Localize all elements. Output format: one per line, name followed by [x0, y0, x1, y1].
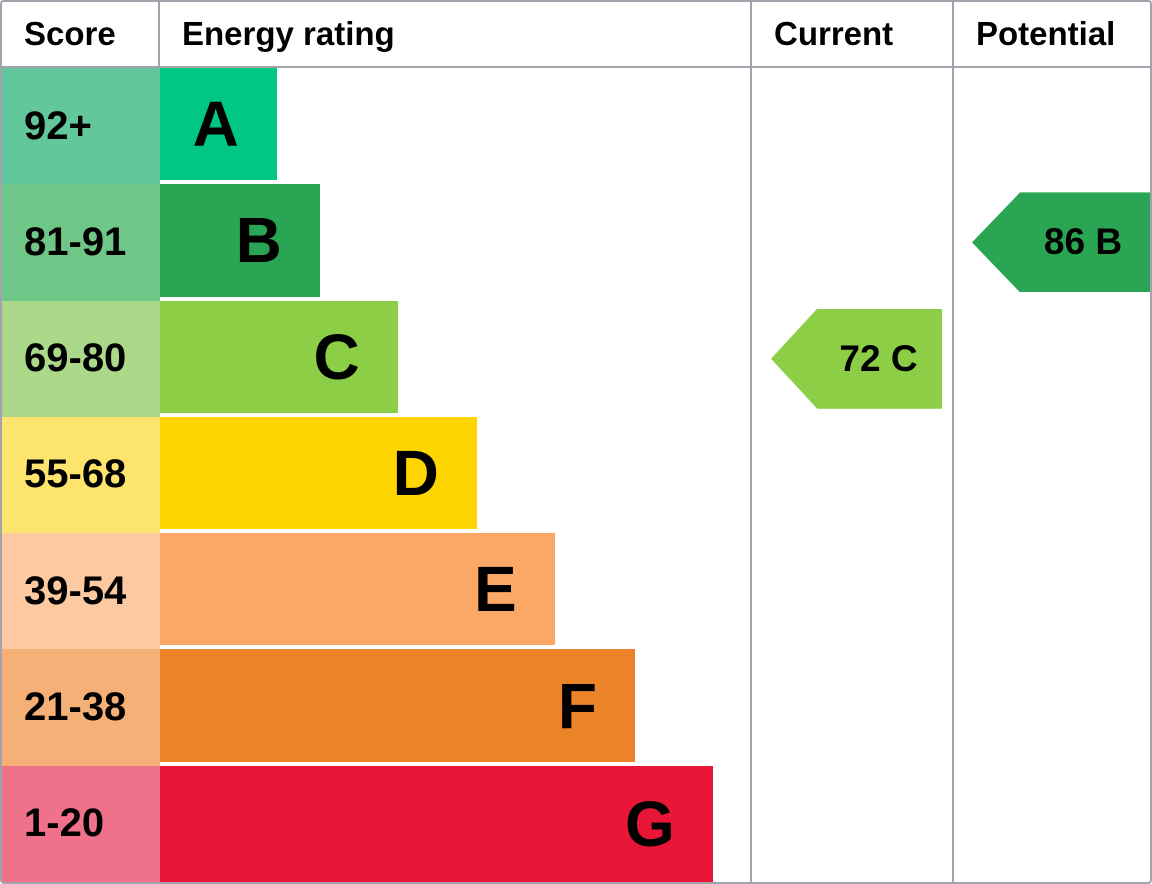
current-rating-value: 72 C	[839, 337, 918, 379]
rating-letter-c: C	[313, 320, 360, 393]
score-range-label-g: 1-20	[2, 765, 160, 882]
current-cell-e	[750, 533, 952, 650]
rating-bar-cell-d: D	[160, 416, 750, 533]
current-cell-c: 72 C	[750, 300, 952, 417]
potential-rating-arrow: 86 B	[972, 192, 1150, 293]
rating-bar-g: G	[160, 765, 713, 882]
rating-bar-c: C	[160, 300, 398, 413]
current-cell-b	[750, 184, 952, 301]
rating-bar-a: A	[160, 68, 277, 181]
current-column-header: Current	[750, 2, 952, 68]
rating-letter-d: D	[392, 436, 439, 509]
current-cell-a	[750, 68, 952, 185]
potential-cell-b: 86 B	[952, 184, 1150, 301]
potential-cell-c	[952, 300, 1150, 417]
potential-cell-g	[952, 765, 1150, 882]
rating-bar-b: B	[160, 184, 320, 297]
score-range-label-b: 81-91	[2, 184, 160, 301]
score-range-label-e: 39-54	[2, 533, 160, 650]
score-range-label-a: 92+	[2, 68, 160, 185]
score-range-label-d: 55-68	[2, 416, 160, 534]
rating-letter-f: F	[557, 669, 597, 742]
potential-cell-f	[952, 649, 1150, 766]
band-row-g: 1-20 G	[2, 765, 1150, 882]
current-cell-d	[750, 416, 952, 534]
rating-bar-f: F	[160, 649, 635, 762]
energy-rating-column-header: Energy rating	[160, 2, 750, 68]
band-row-b: 81-91 B 86 B	[2, 184, 1150, 301]
potential-cell-e	[952, 533, 1150, 650]
potential-column-header: Potential	[952, 2, 1150, 68]
rating-bar-cell-g: G	[160, 765, 750, 882]
rating-letter-g: G	[625, 787, 675, 860]
current-cell-f	[750, 649, 952, 766]
current-rating-arrow: 72 C	[771, 308, 942, 409]
rating-letter-b: B	[235, 204, 282, 277]
score-range-label-c: 69-80	[2, 300, 160, 417]
rating-bar-e: E	[160, 533, 555, 646]
band-row-e: 39-54 E	[2, 533, 1150, 650]
rating-bar-cell-e: E	[160, 533, 750, 649]
potential-rating-value: 86 B	[1043, 221, 1123, 263]
band-row-f: 21-38 F	[2, 649, 1150, 766]
rating-bar-cell-c: C	[160, 300, 750, 417]
current-cell-g	[750, 765, 952, 882]
band-row-c: 69-80 C 72 C	[2, 300, 1150, 417]
rating-bar-d: D	[160, 416, 477, 530]
rating-bar-cell-a: A	[160, 68, 750, 184]
score-column-header: Score	[2, 2, 160, 68]
rating-letter-e: E	[474, 553, 517, 626]
potential-cell-a	[952, 68, 1150, 185]
chart-header-row: Score Energy rating Current Potential	[2, 2, 1150, 68]
rating-letter-a: A	[192, 88, 239, 161]
rating-bar-cell-b: B	[160, 184, 750, 300]
rating-bar-cell-f: F	[160, 649, 750, 765]
band-row-a: 92+ A	[2, 68, 1150, 185]
score-range-label-f: 21-38	[2, 649, 160, 766]
band-row-d: 55-68 D	[2, 416, 1150, 534]
potential-cell-d	[952, 416, 1150, 534]
